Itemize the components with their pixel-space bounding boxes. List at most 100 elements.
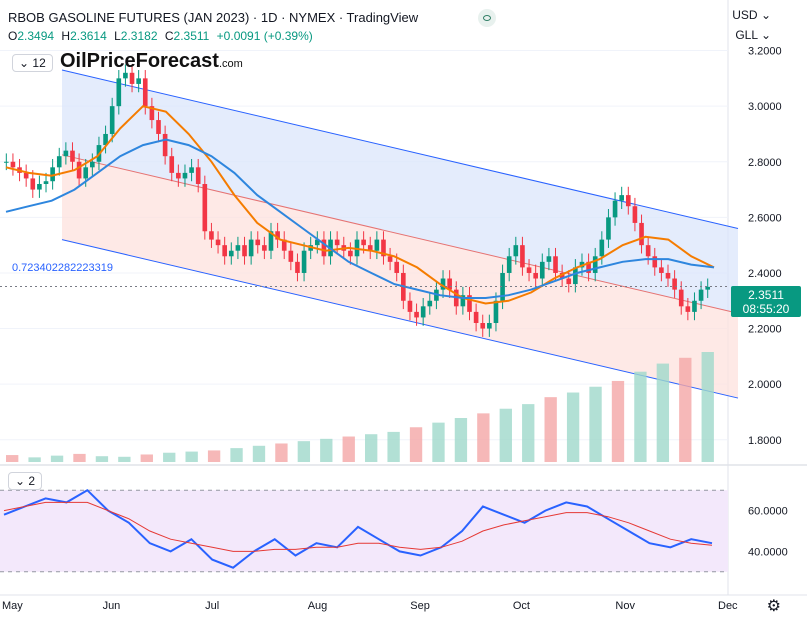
chevron-down-icon: ⌄ <box>15 474 26 488</box>
candle-body <box>625 195 631 207</box>
candle-body <box>387 256 393 262</box>
candle-body <box>348 250 353 257</box>
candle-body <box>467 295 472 312</box>
volume-bar <box>679 357 692 462</box>
candle-body <box>321 239 327 257</box>
gear-icon[interactable]: ⚙ <box>766 598 781 615</box>
candle-body <box>189 167 194 173</box>
candle-body <box>374 239 380 251</box>
ma-slow-line <box>5 138 715 299</box>
volume-bar <box>297 441 311 462</box>
candle-body <box>63 150 69 157</box>
candle-body <box>116 78 122 107</box>
x-tick-label: Sep <box>410 600 430 612</box>
volume-bar <box>409 427 423 462</box>
candle-body <box>705 286 711 290</box>
chevron-down-icon: ⌄ <box>19 56 30 70</box>
eye-icon[interactable] <box>478 9 496 27</box>
candle-body <box>37 184 42 190</box>
countdown-value: 08:55:20 <box>742 302 790 316</box>
y-tick-label: 2.2000 <box>748 324 782 336</box>
volume-bar <box>207 450 221 462</box>
candle-body <box>678 289 684 307</box>
chevron-down-icon: ⌄ <box>760 28 771 42</box>
candle-body <box>50 167 55 182</box>
candle-body <box>546 256 552 262</box>
candle-body <box>665 272 671 279</box>
currency-select[interactable]: USD ⌄ <box>732 8 771 22</box>
candle-body <box>136 78 141 84</box>
y-tick-label: 2.0000 <box>748 379 782 391</box>
channel-lower-fill <box>62 154 738 399</box>
volume-bar <box>477 413 490 462</box>
candle-body <box>295 261 300 273</box>
candle-body <box>500 272 505 301</box>
ohlc-change-value: +0.0091 (+0.39%) <box>216 29 313 43</box>
candle-body <box>599 239 605 257</box>
candle-body <box>612 200 618 218</box>
candle-body <box>262 245 267 251</box>
indicator-collapse-button[interactable]: ⌄ 12 <box>12 54 53 72</box>
volume-bar <box>611 380 625 462</box>
volume-bar <box>118 456 131 462</box>
candle-body <box>209 231 214 240</box>
ohlc-legend: O2.3494 H2.3614 L2.3182 C2.3511 +0.0091 … <box>8 29 317 43</box>
unit-select[interactable]: GLL ⌄ <box>735 28 771 42</box>
volume-bar <box>701 352 714 462</box>
candle-body <box>361 239 366 246</box>
ohlc-high-value: 2.3614 <box>70 29 107 43</box>
candle-body <box>123 72 128 79</box>
x-tick-label: Jun <box>103 600 121 612</box>
chart-title: RBOB GASOLINE FUTURES (JAN 2023) · 1D · … <box>8 10 419 25</box>
candle-body <box>281 239 287 251</box>
candle-body <box>109 106 115 134</box>
ohlc-open-value: 2.3494 <box>17 29 55 43</box>
candle-body <box>248 239 254 257</box>
volume-bar <box>634 371 647 462</box>
candle-body <box>692 300 697 312</box>
candle-body <box>639 222 644 246</box>
candle-body <box>414 311 419 318</box>
volume-bar <box>522 404 535 462</box>
candle-body <box>162 133 168 157</box>
volume-bar <box>50 455 64 462</box>
volume-bar <box>544 397 557 462</box>
last-price-value: 2.3511 <box>748 288 784 302</box>
candle-body <box>367 245 373 251</box>
y-tick-label: 2.8000 <box>748 157 782 169</box>
candle-body <box>222 245 227 257</box>
interval-badge-label: 12 <box>32 56 46 70</box>
candle-body <box>539 261 545 279</box>
candle-body <box>513 245 519 257</box>
candle-body <box>275 231 280 240</box>
candle-body <box>632 206 638 223</box>
candle-body <box>288 250 294 262</box>
unit-label: GLL <box>735 28 758 42</box>
ohlc-close-value: 2.3511 <box>173 29 210 43</box>
channel-upper-fill <box>62 70 738 314</box>
x-tick-label: Aug <box>308 600 328 612</box>
channel-lower-line <box>61 239 739 399</box>
candle-body <box>606 217 611 240</box>
volume-bar <box>365 434 378 462</box>
volume-bar <box>454 418 468 462</box>
ohlc-low-value: 2.3182 <box>120 29 158 43</box>
volume-bar <box>566 392 580 462</box>
volume-bar <box>275 443 288 462</box>
candle-body <box>129 72 135 84</box>
candle-body <box>659 267 664 273</box>
candle-body <box>30 178 36 190</box>
candle-body <box>566 278 572 285</box>
candle-body <box>314 239 320 246</box>
volume-bar <box>432 422 445 462</box>
chevron-down-icon: ⌄ <box>760 8 771 22</box>
rsi-collapse-button[interactable]: ⌄ 2 <box>8 472 43 490</box>
last-price-tag: 2.3511 08:55:20 <box>731 286 801 317</box>
x-tick-label: Oct <box>513 600 530 612</box>
x-tick-label: Dec <box>718 600 738 612</box>
candle-body <box>10 161 16 168</box>
volume-bar <box>95 456 109 462</box>
volume-bar <box>6 455 19 462</box>
